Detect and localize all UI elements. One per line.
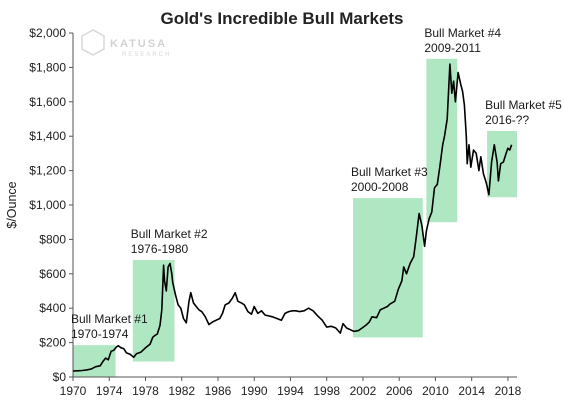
chart-title: Gold's Incredible Bull Markets [160, 9, 403, 28]
y-tick-labels: $0 $200 $400 $600 $800 $1,000 $1,200 $1,400 $1,6… [29, 26, 73, 384]
x-tick-label: 1970 [60, 384, 87, 398]
y-tick-label: $600 [39, 267, 66, 281]
bull-market-boxes [73, 58, 517, 377]
x-tick-labels: 1970 1974 1978 1982 1986 1990 1994 1998 2002 2006… [60, 377, 522, 398]
x-tick-label: 1978 [132, 384, 159, 398]
x-tick-label: 1994 [277, 384, 304, 398]
x-tick-label: 2014 [458, 384, 485, 398]
x-tick-label: 2006 [386, 384, 413, 398]
y-tick-label: $400 [39, 301, 66, 315]
y-tick-label: $2,000 [29, 26, 66, 40]
bull-market-years-4: 2009-2011 [424, 41, 481, 55]
y-tick-label: $1,400 [29, 129, 66, 143]
bull-market-years-1: 1970-1974 [71, 327, 129, 341]
x-tick-label: 1986 [205, 384, 232, 398]
x-tick-label: 1990 [241, 384, 268, 398]
y-axis-label: $/Ounce [5, 181, 19, 228]
x-tick-label: 2010 [422, 384, 449, 398]
y-tick-label: $1,000 [29, 198, 66, 212]
katusa-logo-icon [81, 29, 105, 56]
bull-market-box-3 [352, 198, 423, 338]
logo-sub: RESEARCH [122, 52, 171, 58]
x-tick-label: 1998 [313, 384, 340, 398]
y-tick-label: $1,200 [29, 164, 66, 178]
x-tick-label: 1974 [96, 384, 123, 398]
y-tick-label: $200 [39, 336, 66, 350]
bull-market-label-1: Bull Market #1 [71, 312, 148, 326]
logo-name: KATUSA [110, 38, 167, 50]
y-tick-label: $800 [39, 232, 66, 246]
x-tick-label: 2018 [495, 384, 522, 398]
y-tick-label: $1,600 [29, 95, 66, 109]
bull-market-years-2: 1976-1980 [131, 242, 189, 256]
x-tick-label: 1982 [168, 384, 195, 398]
bull-market-label-3: Bull Market #3 [351, 165, 428, 179]
y-tick-label: $1,800 [29, 60, 66, 74]
x-tick-label: 2002 [350, 384, 377, 398]
bull-market-years-5: 2016-?? [485, 113, 529, 127]
y-tick-label: $0 [53, 370, 67, 384]
bull-market-label-2: Bull Market #2 [131, 227, 208, 241]
katusa-logo: KATUSA RESEARCH [81, 29, 171, 58]
bull-market-label-5: Bull Market #5 [485, 98, 562, 112]
gold-price-line [72, 63, 513, 372]
bull-market-label-4: Bull Market #4 [424, 26, 501, 40]
bull-market-box-1 [73, 345, 116, 377]
bull-market-years-3: 2000-2008 [351, 180, 409, 194]
